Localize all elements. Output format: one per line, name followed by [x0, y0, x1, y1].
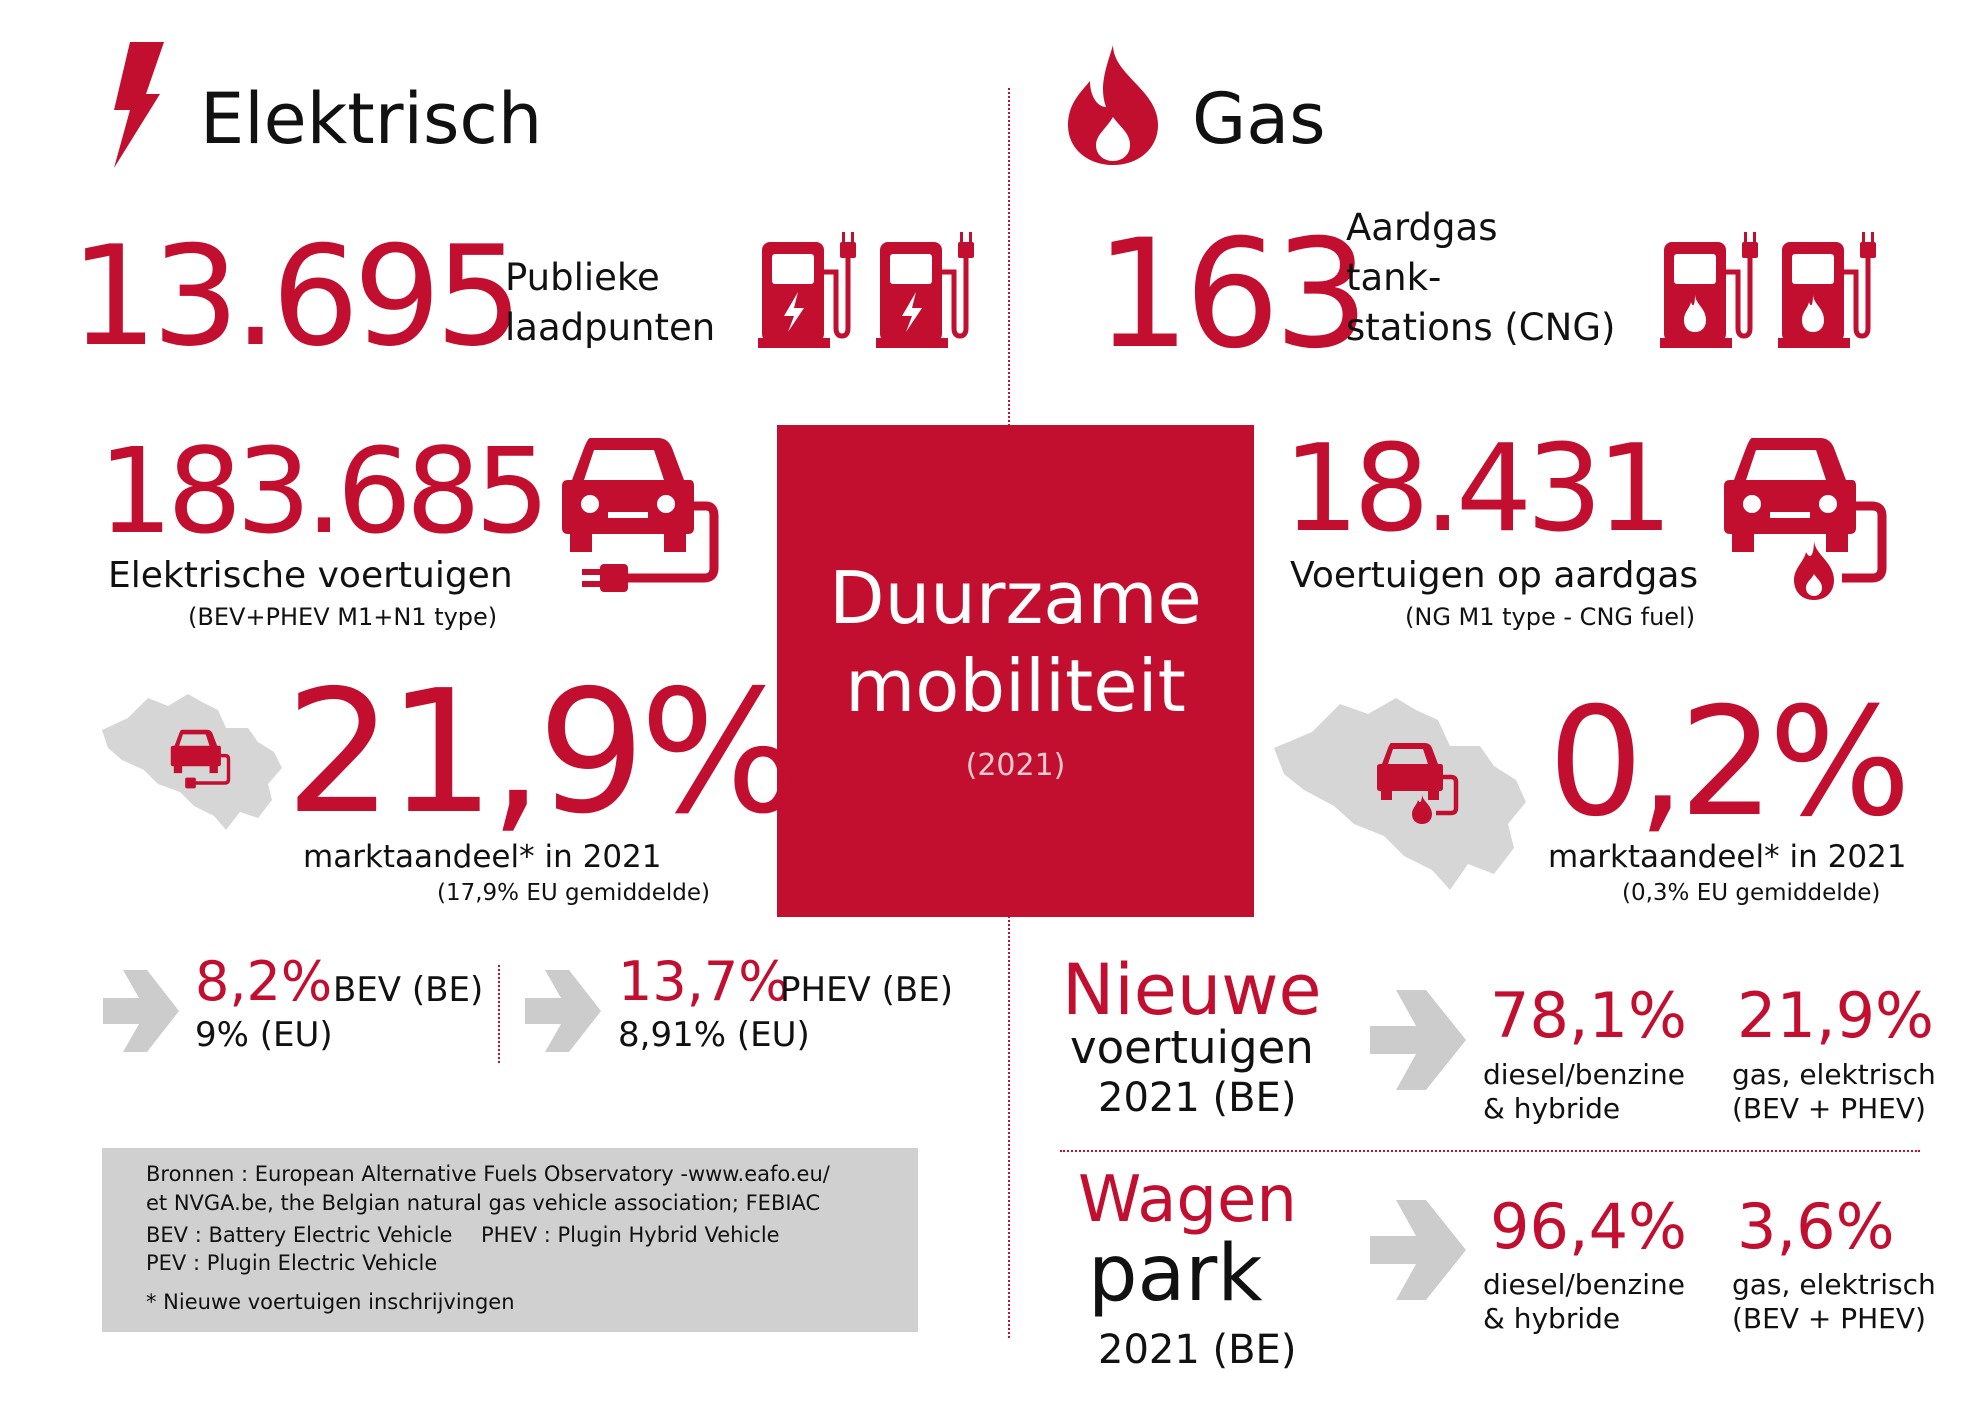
- laadpunten-value: 13.695: [70, 216, 523, 377]
- bev-phev-divider: [498, 965, 500, 1063]
- gas-share-sub: (0,3% EU gemiddelde): [1622, 880, 1881, 906]
- nieuwe-lbl-1a: diesel/benzine: [1483, 1058, 1686, 1091]
- nieuwe-val-2: 21,9%: [1737, 979, 1934, 1052]
- wagenpark-lbl-1a: diesel/benzine: [1483, 1268, 1686, 1301]
- ev-vehicles-label: Elektrische voertuigen: [108, 555, 513, 596]
- nieuwe-title-3: 2021 (BE): [1098, 1075, 1297, 1121]
- center-box: [777, 425, 1254, 917]
- gas-vehicles-value: 18.431: [1283, 420, 1673, 559]
- phev-label: PHEV (BE): [780, 970, 953, 1010]
- flame-icon: [1068, 45, 1158, 165]
- wagenpark-title-2: park: [1088, 1229, 1263, 1319]
- gas-heading: Gas: [1192, 78, 1326, 160]
- elektrisch-heading: Elektrisch: [200, 78, 543, 160]
- belgium-map-electric: [102, 694, 282, 830]
- gas-station-icon: [1660, 232, 1758, 348]
- arrow-right-icon-wagenpark: [1370, 1200, 1466, 1300]
- belgium-map-gas: [1274, 698, 1526, 890]
- ev-vehicles-sub: (BEV+PHEV M1+N1 type): [188, 603, 498, 631]
- nieuwe-lbl-2b: (BEV + PHEV): [1732, 1092, 1926, 1125]
- charging-station-icon-2: [876, 232, 974, 348]
- nieuwe-title-2: voertuigen: [1070, 1021, 1314, 1074]
- sources-line-3a: BEV : Battery Electric Vehicle: [146, 1223, 453, 1247]
- wagenpark-lbl-2a: gas, elektrisch: [1732, 1268, 1936, 1301]
- wagenpark-lbl-1b: & hybride: [1483, 1302, 1621, 1335]
- sources-line-2: et NVGA.be, the Belgian natural gas vehi…: [146, 1191, 821, 1215]
- nieuwe-lbl-2a: gas, elektrisch: [1732, 1058, 1936, 1091]
- bev-eu: 9% (EU): [195, 1015, 333, 1055]
- ev-share-sub: (17,9% EU gemiddelde): [437, 880, 711, 906]
- stations-label-1: Aardgas: [1346, 206, 1498, 249]
- arrow-right-icon-phev: [525, 970, 601, 1052]
- center-title-2: mobiliteit: [845, 644, 1186, 728]
- electric-car-icon: [562, 438, 719, 592]
- arrow-right-icon-bev: [103, 970, 179, 1052]
- ev-share-value: 21,9%: [285, 654, 801, 852]
- center-title-1: Duurzame: [829, 556, 1202, 640]
- stations-label-3: stations (CNG): [1346, 306, 1616, 349]
- phev-value: 13,7%: [618, 950, 790, 1013]
- phev-eu: 8,91% (EU): [618, 1015, 810, 1055]
- sources-line-3b: PHEV : Plugin Hybrid Vehicle: [481, 1223, 780, 1247]
- bev-value: 8,2%: [195, 950, 333, 1013]
- wagenpark-val-2: 3,6%: [1737, 1190, 1895, 1263]
- nieuwe-val-1: 78,1%: [1490, 979, 1687, 1052]
- nieuwe-lbl-1b: & hybride: [1483, 1092, 1621, 1125]
- gas-vehicles-sub: (NG M1 type - CNG fuel): [1405, 603, 1696, 631]
- nieuwe-wagenpark-divider: [1060, 1150, 1920, 1152]
- arrow-right-icon-nieuwe: [1370, 990, 1466, 1090]
- gas-station-icon-2: [1778, 232, 1876, 348]
- gas-share-value: 0,2%: [1548, 676, 1911, 850]
- gas-car-icon: [1724, 438, 1887, 600]
- laadpunten-label-1: Publieke: [505, 256, 660, 299]
- charging-station-icon: [758, 232, 856, 348]
- wagenpark-title-1: Wagen: [1078, 1163, 1297, 1237]
- nieuwe-title-1: Nieuwe: [1062, 949, 1322, 1031]
- wagenpark-lbl-2b: (BEV + PHEV): [1732, 1302, 1926, 1335]
- stations-label-2: tank-: [1346, 256, 1442, 299]
- gas-vehicles-label: Voertuigen op aardgas: [1290, 555, 1699, 596]
- center-year: (2021): [965, 748, 1066, 783]
- sources-line-4: PEV : Plugin Electric Vehicle: [146, 1251, 438, 1275]
- stations-value: 163: [1095, 208, 1369, 382]
- sources-line-5: * Nieuwe voertuigen inschrijvingen: [146, 1290, 515, 1314]
- sources-box: [102, 1148, 918, 1332]
- wagenpark-val-1: 96,4%: [1490, 1190, 1687, 1263]
- gas-share-label: marktaandeel* in 2021: [1548, 839, 1907, 875]
- laadpunten-label-2: laadpunten: [505, 306, 716, 349]
- ev-share-label: marktaandeel* in 2021: [303, 839, 662, 875]
- sources-line-1: Bronnen : European Alternative Fuels Obs…: [146, 1162, 830, 1186]
- lightning-icon: [114, 42, 164, 168]
- ev-vehicles-value: 183.685: [98, 422, 550, 560]
- wagenpark-title-3: 2021 (BE): [1098, 1327, 1297, 1373]
- bev-label: BEV (BE): [333, 970, 484, 1010]
